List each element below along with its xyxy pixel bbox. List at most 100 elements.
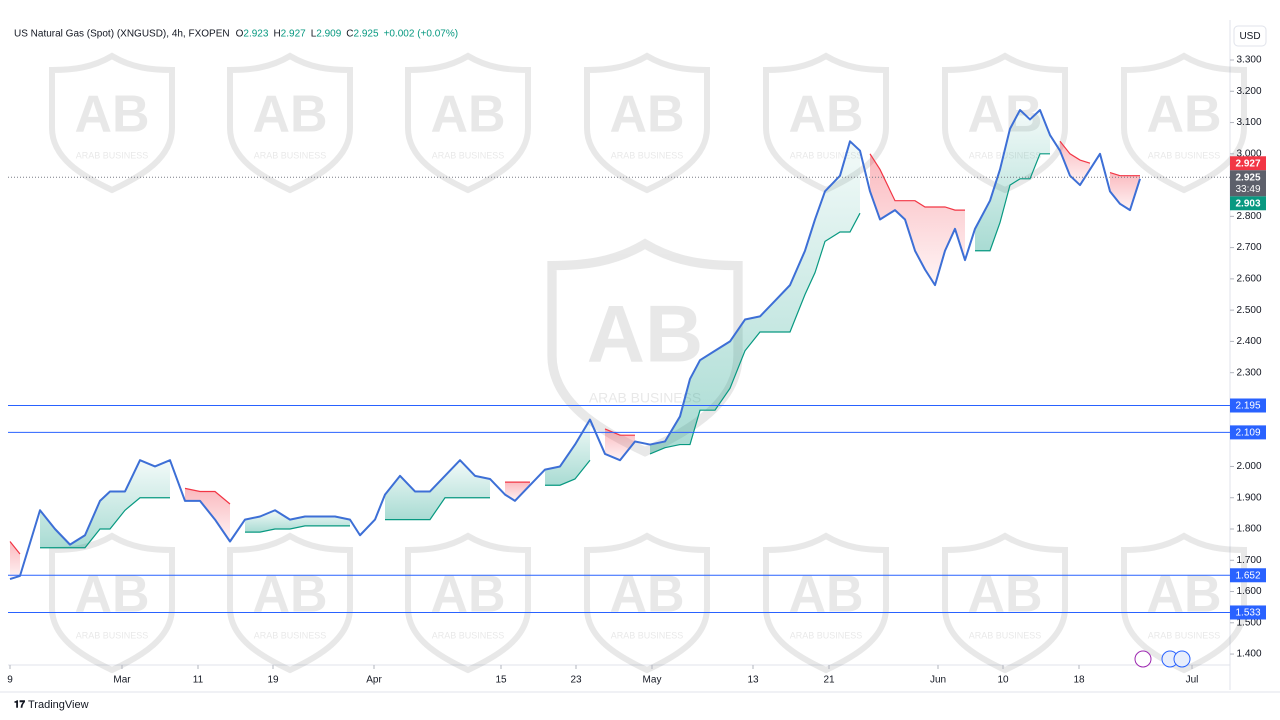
ohlc-label: C <box>346 29 353 40</box>
level-label-box <box>1230 568 1266 583</box>
last-price-label: 2.925 <box>1235 172 1260 183</box>
y-tick-label: 1.400 <box>1236 649 1261 660</box>
plot: 1.4001.5001.6001.7001.8001.9002.0002.100… <box>7 55 1266 686</box>
ohlc-value: 2.923 <box>243 29 268 40</box>
watermark-text: ARAB BUSINESS <box>432 150 505 160</box>
watermark-shield <box>1121 532 1247 674</box>
watermark-logo: AB <box>430 566 505 624</box>
watermark: AB ARAB BUSINESS <box>49 52 175 194</box>
watermark-logo: AB <box>252 566 327 624</box>
trend-fill <box>975 110 1050 251</box>
watermark-shield <box>547 238 743 457</box>
event-icon[interactable] <box>1173 650 1191 668</box>
watermark-shield <box>763 532 889 674</box>
level-label: 1.652 <box>1235 570 1260 581</box>
countdown: 33:49 <box>1235 184 1260 195</box>
watermark-shield <box>405 52 531 194</box>
watermark-logo: AB <box>609 86 684 144</box>
trend-fill <box>245 510 350 533</box>
watermark-logo: AB <box>74 566 149 624</box>
y-tick-label: 2.300 <box>1236 367 1261 378</box>
watermark-logo: AB <box>252 86 327 144</box>
x-tick-label: 21 <box>823 675 835 686</box>
watermark-shield <box>227 532 353 674</box>
watermark-text: ARAB BUSINESS <box>254 630 327 640</box>
watermark-text: ARAB BUSINESS <box>969 630 1042 640</box>
x-tick-label: Jul <box>1186 675 1199 686</box>
x-tick-label: 9 <box>7 675 13 686</box>
ohlc-value: 2.925 <box>354 29 379 40</box>
y-tick-label: 2.800 <box>1236 211 1261 222</box>
level-label: 1.533 <box>1235 608 1260 619</box>
watermark-text: ARAB BUSINESS <box>611 630 684 640</box>
watermark: AB ARAB BUSINESS <box>405 52 531 194</box>
watermark-shield <box>49 52 175 194</box>
x-tick-label: 15 <box>495 675 507 686</box>
ohlc-value: 2.927 <box>281 29 306 40</box>
y-tick-label: 2.600 <box>1236 274 1261 285</box>
trend-fill <box>505 482 530 501</box>
watermark-shield <box>1121 52 1247 194</box>
y-tick-label: 1.800 <box>1236 524 1261 535</box>
watermark: AB ARAB BUSINESS <box>1121 52 1247 194</box>
trend-fill <box>605 428 635 461</box>
y-tick-label: 3.300 <box>1236 55 1261 66</box>
price-line <box>9 109 1141 580</box>
watermark-logo: AB <box>430 86 505 144</box>
y-tick-label: 3.100 <box>1236 117 1261 128</box>
x-tick-label: May <box>643 675 662 686</box>
y-tick-label: 1.900 <box>1236 492 1261 503</box>
level-label: 2.195 <box>1235 401 1260 412</box>
watermark: AB ARAB BUSINESS <box>584 52 710 194</box>
price-label: 2.903 <box>1235 198 1260 209</box>
ohlc-label: O <box>236 29 244 40</box>
trend-fill <box>650 141 860 454</box>
x-tick-label: Apr <box>366 675 382 686</box>
level-label-box <box>1230 605 1266 620</box>
x-tick-label: 23 <box>570 675 582 686</box>
x-tick-label: 19 <box>267 675 279 686</box>
ohlc-label: H <box>273 29 280 40</box>
price-label: 2.927 <box>1235 158 1260 169</box>
event-icon[interactable] <box>1134 650 1152 668</box>
price-label-box <box>1230 156 1266 171</box>
currency: USD <box>1239 31 1260 42</box>
watermark-text: ARAB BUSINESS <box>76 630 149 640</box>
y-tick-label: 1.700 <box>1236 555 1261 566</box>
x-tick-label: Mar <box>113 675 131 686</box>
trend-fill <box>185 488 230 542</box>
watermark-text: ARAB BUSINESS <box>254 150 327 160</box>
watermark-text: ARAB BUSINESS <box>611 150 684 160</box>
watermark-text: ARAB BUSINESS <box>790 150 863 160</box>
watermark-logo: AB <box>788 566 863 624</box>
x-tick-label: Jun <box>930 675 946 686</box>
watermark-shield <box>405 532 531 674</box>
watermark-text: ARAB BUSINESS <box>790 630 863 640</box>
watermark-shield <box>584 52 710 194</box>
x-tick-label: 11 <box>193 675 204 686</box>
ohlc-value: 2.909 <box>316 29 341 40</box>
trend-fill <box>385 460 490 520</box>
y-tick-label: 2.000 <box>1236 461 1261 472</box>
x-tick-label: 18 <box>1073 675 1085 686</box>
y-tick-label: 2.500 <box>1236 305 1261 316</box>
watermark-logo: AB <box>1146 86 1221 144</box>
trend-line <box>9 140 1140 555</box>
watermark-shield <box>49 532 175 674</box>
watermark-logo: AB <box>967 566 1042 624</box>
price-label-box <box>1230 196 1266 211</box>
watermark-shield <box>227 52 353 194</box>
watermark-text: ARAB BUSINESS <box>76 150 149 160</box>
last-price-box <box>1230 170 1266 197</box>
trend-fill <box>40 460 170 548</box>
watermark-text: ARAB BUSINESS <box>1148 630 1221 640</box>
watermark-logo: AB <box>788 86 863 144</box>
currency-button[interactable] <box>1233 25 1267 47</box>
symbol-title: US Natural Gas (Spot) (XNGUSD), 4h, FXOP… <box>14 29 230 40</box>
trend-fill <box>1060 141 1090 186</box>
y-tick-label: 2.400 <box>1236 336 1261 347</box>
level-label-box <box>1230 398 1266 413</box>
watermark-text: ARAB BUSINESS <box>589 390 701 406</box>
y-tick-label: 2.700 <box>1236 242 1261 253</box>
